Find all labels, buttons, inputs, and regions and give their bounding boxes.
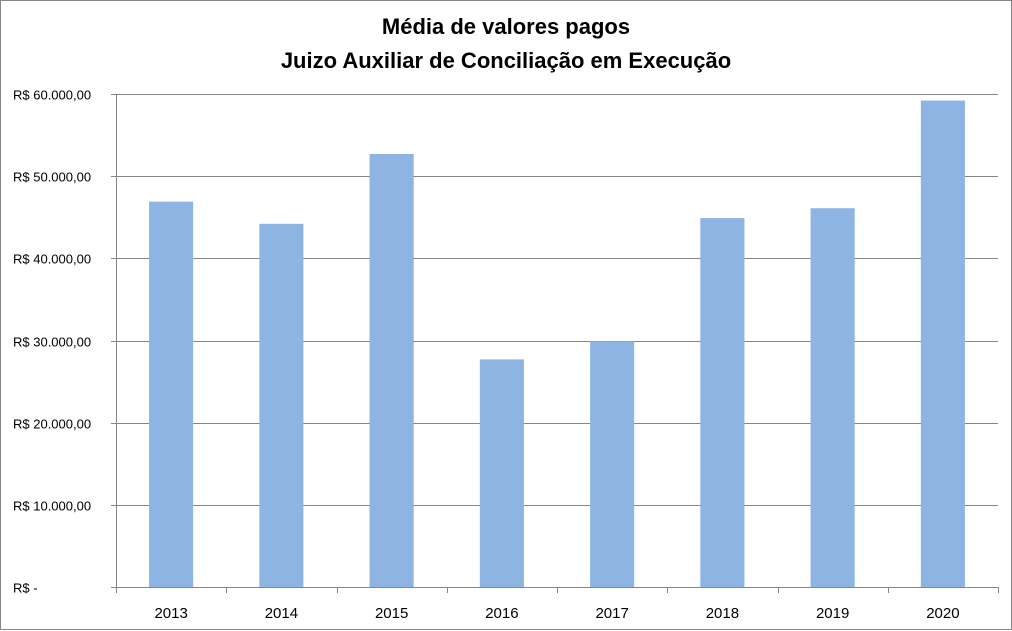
bar-2016 bbox=[479, 359, 524, 587]
bar-2018 bbox=[700, 218, 745, 588]
y-tick-label: R$ 30.000,00 bbox=[13, 335, 91, 350]
x-tick-label: 2017 bbox=[595, 605, 628, 622]
chart-title-line-2: Juizo Auxiliar de Conciliação em Execuçã… bbox=[281, 48, 731, 73]
x-tick-label: 2015 bbox=[375, 605, 408, 622]
bars bbox=[149, 100, 965, 588]
x-tick-label: 2016 bbox=[485, 605, 518, 622]
y-tick-label: R$ 20.000,00 bbox=[13, 417, 91, 432]
bar-2020 bbox=[920, 100, 965, 587]
bar-2015 bbox=[369, 153, 414, 587]
bar-2014 bbox=[259, 223, 304, 587]
x-tick-label: 2018 bbox=[706, 605, 739, 622]
x-tick-label: 2013 bbox=[154, 605, 187, 622]
y-tick-label: R$ 10.000,00 bbox=[13, 499, 91, 514]
chart-title-line-1: Média de valores pagos bbox=[382, 14, 630, 39]
axes bbox=[111, 94, 999, 593]
x-tick-labels: 2013 2014 2015 2016 2017 2018 2019 2020 bbox=[154, 605, 959, 622]
bar-2017 bbox=[590, 341, 635, 587]
y-tick-label: R$ 50.000,00 bbox=[13, 170, 91, 185]
x-tick-label: 2020 bbox=[926, 605, 959, 622]
y-tick-label: R$ - bbox=[13, 581, 38, 596]
x-tick-label: 2014 bbox=[265, 605, 298, 622]
y-tick-label: R$ 60.000,00 bbox=[13, 88, 91, 103]
y-tick-label: R$ 40.000,00 bbox=[13, 252, 91, 267]
bar-2013 bbox=[149, 201, 194, 587]
y-tick-labels: R$ - R$ 10.000,00 R$ 20.000,00 R$ 30.000,00… bbox=[13, 88, 91, 596]
bar-2019 bbox=[810, 208, 855, 587]
gridlines bbox=[116, 94, 998, 506]
x-tick-label: 2019 bbox=[816, 605, 849, 622]
